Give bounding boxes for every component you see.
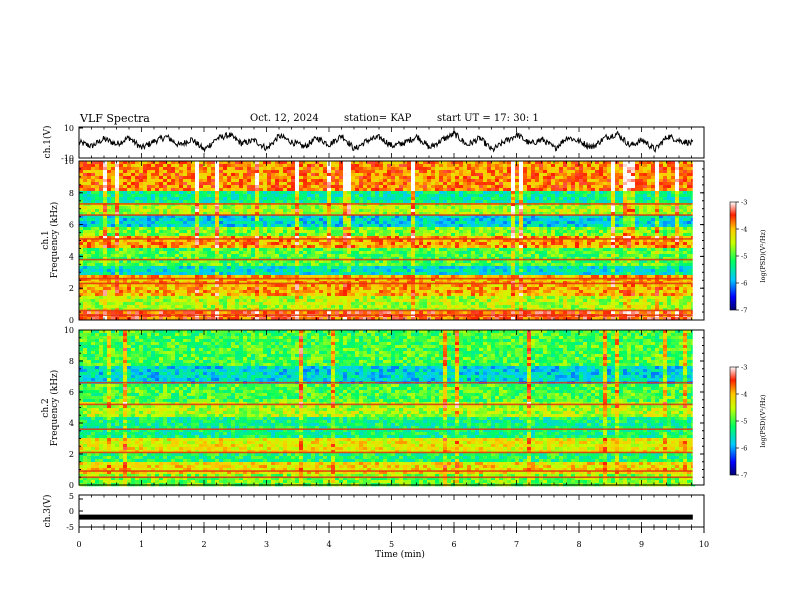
colorbar-tick-label: -3 [741,199,747,207]
ytick-label: 10 [64,326,74,335]
ytick-label: 2 [69,450,74,459]
colorbar-tick-label: -5 [741,253,747,261]
ch1-spectrogram-image [79,161,704,321]
ch1-waveform-line [79,130,694,153]
narrowband-line [79,282,693,285]
xtick-label: 2 [201,540,206,549]
ch3-signal-trace [79,514,693,520]
colorbar-tick-label: -4 [741,391,747,399]
colorbar-tick-label: -4 [741,226,747,234]
narrowband-line [79,214,693,216]
narrowband-line [79,470,693,472]
time-axis-ticks: 0 1 2 3 4 5 6 7 8 9 10 [76,527,709,549]
xtick-label: 4 [326,540,331,549]
ch3-ylabel: ch.3(V) [42,495,53,528]
narrowband-line [79,476,693,479]
xtick-label: 9 [639,540,644,549]
ytick-label: 0 [69,481,74,490]
ch2-spec-yticks: 0 2 4 6 8 10 [64,326,704,490]
narrowband-line [79,277,693,280]
ytick-label: 8 [69,357,74,366]
ch2-spec-ylabel-frequency: Frequency (kHz) [49,370,60,447]
ch2-colorbar-ticks: -3 -4 -5 -6 -7 [736,364,747,480]
ch2-colorbar [729,366,737,476]
narrowband-line [79,403,693,406]
station-label: station= KAP [344,113,412,124]
xtick-label: 10 [699,540,709,549]
panel-ch3-waveform: 5 0 -5 ch.3(V) 0 1 2 3 4 5 6 7 8 9 10 Time (min) [42,492,709,560]
narrowband-line [79,428,693,430]
ytick-label: 6 [69,221,74,230]
narrowband-line [79,238,693,240]
xtick-label: 1 [139,540,144,549]
colorbar-tick-label: -6 [741,445,747,453]
ytick-label: 4 [69,252,74,261]
narrowband-line [79,258,693,261]
time-axis-label: Time (min) [375,549,425,560]
colorbar-tick-label: -3 [741,364,747,372]
ytick-label: 2 [69,284,74,293]
date-label: Oct. 12, 2024 [250,113,319,124]
ch2-colorbar-label: log(PSD)(V²/Hz) [759,394,767,447]
xtick-label: 6 [451,540,456,549]
ch1-colorbar-ticks: -3 -4 -5 -6 -7 [736,199,747,315]
colorbar-tick-label: -6 [741,280,747,288]
time-minor-ticks [78,127,705,533]
ch3-ytick-mid: 0 [69,507,74,516]
ch1-spec-ylabel-frequency: Frequency (kHz) [49,202,60,279]
narrowband-line [79,451,693,454]
ch3-ytick-top: 5 [69,492,74,501]
ch1-ylabel: ch.1(V) [42,126,53,159]
narrowband-line [79,381,693,384]
ytick-label: 0 [69,316,74,325]
ch1-colorbar [729,201,737,311]
xtick-label: 3 [264,540,269,549]
ch3-ytick-bottom: -5 [66,523,74,532]
xtick-label: 0 [76,540,81,549]
narrowband-line [79,309,693,312]
ytick-label: 10 [64,157,74,166]
ytick-label: 6 [69,388,74,397]
xtick-label: 5 [389,540,394,549]
ch2-spectrogram-image [79,330,704,487]
ytick-label: 4 [69,419,74,428]
xtick-label: 7 [514,540,519,549]
colorbar-tick-label: -5 [741,418,747,426]
ytick-label: 8 [69,189,74,198]
xtick-label: 8 [576,540,581,549]
ch1-colorbar-label: log(PSD)(V²/Hz) [759,229,767,282]
narrowband-line [79,314,693,317]
ch1-spec-ylabel-channel: ch.1 [41,230,51,249]
ch1-ytick-bottom: -10 [61,154,74,163]
ch1-ytick-top: 10 [64,124,74,133]
narrowband-line [79,203,693,205]
chart-title: VLF Spectra [80,112,150,125]
colorbar-tick-label: -7 [741,472,747,480]
start-time-label: start UT = 17: 30: 1 [437,113,539,124]
colorbar-tick-label: -7 [741,307,747,315]
ch2-spec-ylabel-channel: ch.2 [41,398,51,417]
